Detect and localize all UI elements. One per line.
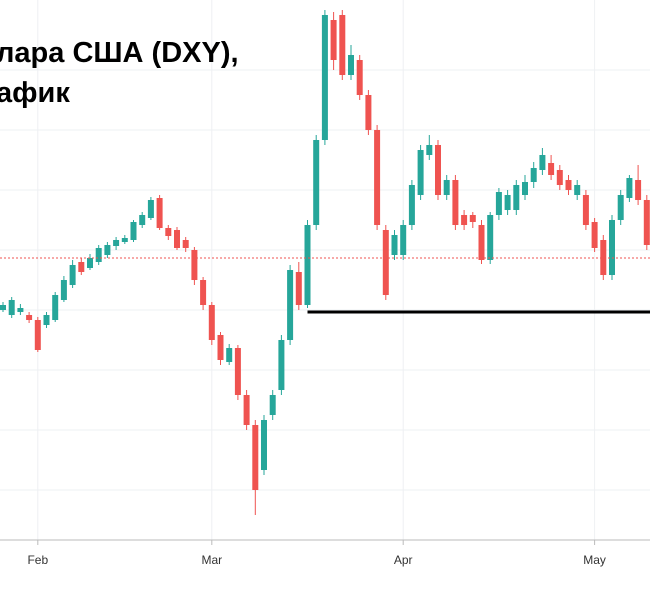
candle-body	[191, 250, 198, 280]
candle-body	[69, 265, 76, 285]
candle-body	[400, 225, 407, 255]
candle-body	[182, 240, 189, 248]
candle-body	[339, 15, 346, 75]
candle-body	[556, 170, 563, 185]
candle-body	[34, 320, 41, 350]
candle-body	[269, 395, 276, 415]
candle-body	[156, 198, 163, 228]
candle-body	[487, 215, 494, 260]
candle-body	[78, 262, 85, 272]
candle-body	[356, 60, 363, 95]
x-tick-label: Apr	[394, 553, 413, 567]
candle-body	[443, 180, 450, 195]
candle-body	[426, 145, 433, 155]
candle-body	[452, 180, 459, 225]
candle-body	[252, 425, 259, 490]
candle-body	[304, 225, 311, 305]
candle-body	[522, 182, 528, 195]
candle-body	[261, 420, 267, 470]
candle-body	[121, 238, 128, 242]
candle-body	[234, 348, 241, 395]
candle-body	[165, 228, 172, 236]
candle-body	[295, 272, 302, 305]
candle-body	[287, 270, 294, 340]
candle-body	[574, 185, 581, 195]
candle-body	[643, 200, 650, 245]
candle-body	[0, 305, 6, 310]
candle-body	[147, 200, 154, 218]
candle-body	[469, 215, 476, 222]
candle-body	[313, 140, 320, 225]
candle-body	[548, 163, 555, 175]
candle-body	[321, 15, 328, 140]
candle-body	[478, 225, 485, 260]
candle-body	[17, 308, 24, 312]
candle-body	[95, 248, 102, 262]
candle-body	[174, 230, 180, 248]
candle-body	[391, 235, 398, 255]
candle-body	[530, 168, 537, 182]
candle-body	[539, 155, 546, 170]
candle-body	[461, 215, 468, 225]
candle-body	[130, 222, 137, 240]
candle-body	[217, 335, 224, 360]
candle-body	[435, 145, 441, 195]
candle-body	[600, 240, 607, 275]
candle-body	[200, 280, 207, 305]
candle-body	[226, 348, 233, 362]
candle-body	[582, 195, 589, 225]
candle-body	[104, 245, 111, 255]
candle-body	[330, 20, 337, 60]
candle-body	[417, 150, 424, 195]
candle-body	[43, 315, 50, 325]
candle-body	[8, 300, 15, 315]
candle-body	[591, 222, 598, 248]
candle-body	[365, 95, 372, 130]
candle-body	[208, 305, 215, 340]
chart-title: афик	[0, 77, 70, 109]
candle-body	[139, 215, 146, 225]
x-tick-label: Mar	[201, 553, 222, 567]
candle-body	[635, 180, 642, 200]
candle-body	[374, 130, 381, 225]
plot: Feb Mar Apr May	[0, 10, 650, 567]
candle-body	[243, 395, 250, 425]
candle-body	[408, 185, 415, 225]
grid	[0, 0, 650, 540]
candle-body	[609, 220, 615, 275]
candle-body	[382, 230, 389, 295]
chart-title: лара США (DXY),	[0, 37, 239, 69]
candle-body	[87, 258, 93, 268]
candle-body	[60, 280, 67, 300]
candle-body	[504, 195, 511, 210]
candle-body	[113, 240, 120, 246]
candle-body	[617, 195, 624, 220]
candle-body	[626, 178, 633, 198]
x-tick-label: Feb	[27, 553, 48, 567]
x-tick-label: May	[583, 553, 606, 567]
candle-body	[278, 340, 285, 390]
candle-body	[495, 192, 502, 215]
candle-body	[26, 315, 33, 320]
candle-body	[348, 55, 354, 75]
candle-body	[52, 295, 59, 320]
candle-body	[513, 185, 520, 210]
candle-body	[565, 180, 572, 190]
